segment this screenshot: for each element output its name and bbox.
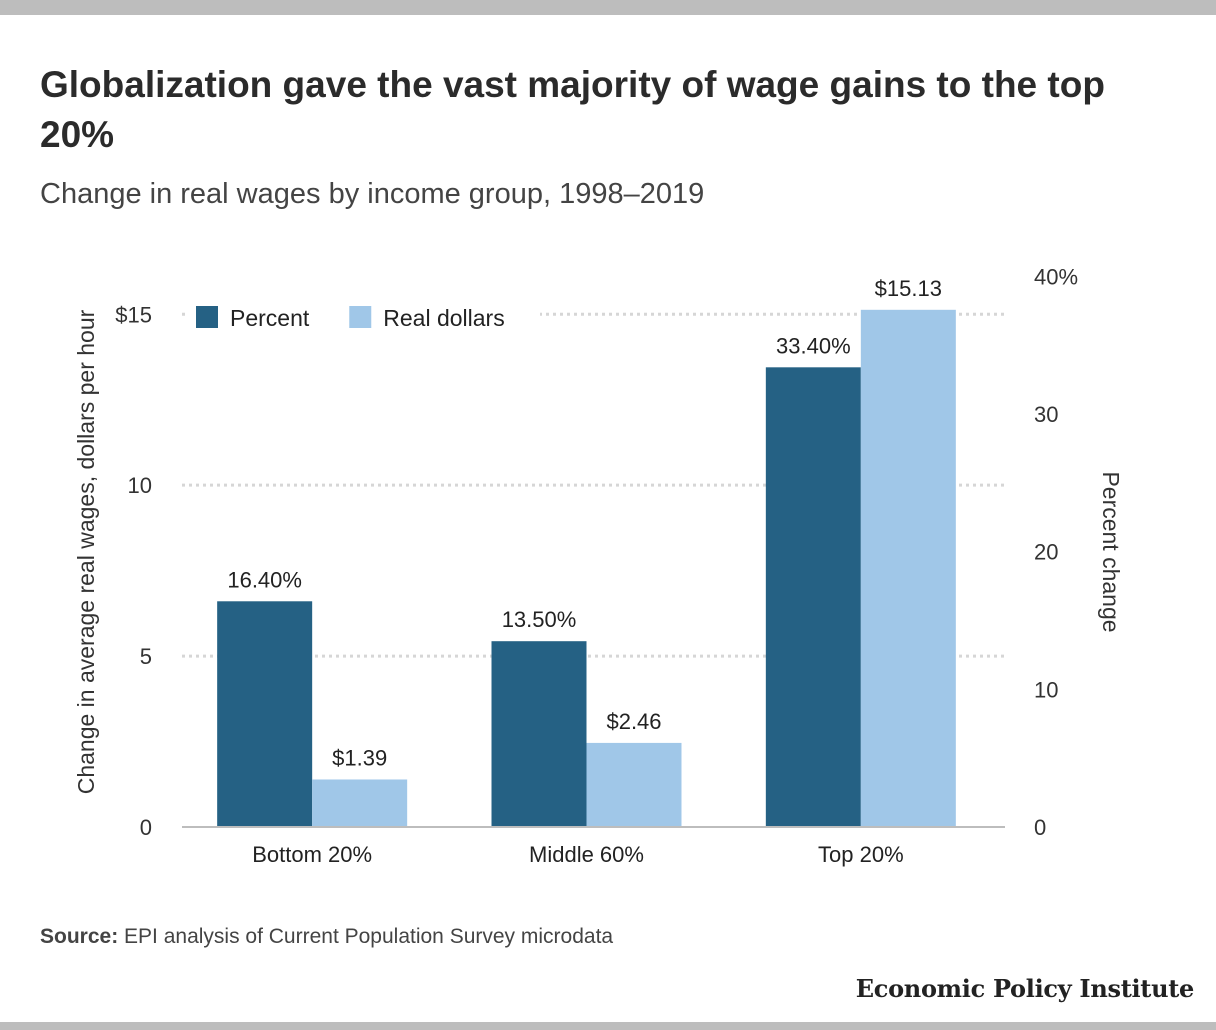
x-tick-label: Bottom 20% <box>252 842 372 867</box>
y-tick-label-left: 5 <box>140 644 152 669</box>
x-tick-label: Middle 60% <box>529 842 644 867</box>
bar-chart: 0 5 10 $15 0 10 20 30 40% Change in average real … <box>73 264 1124 867</box>
source-label: Source: <box>40 925 119 948</box>
legend-swatch <box>349 306 372 328</box>
y-tick-label-right: 40% <box>1034 264 1078 289</box>
bar-percent <box>217 601 313 827</box>
y-tick-label-left: 10 <box>128 473 152 498</box>
source-text: EPI analysis of Current Population Surve… <box>118 925 614 948</box>
bar-percent <box>491 641 587 827</box>
data-label: $2.46 <box>606 709 661 734</box>
brand-logo-text: Economic Policy Institute <box>855 974 1195 1003</box>
data-label: 13.50% <box>502 607 577 632</box>
y-tick-label-left: 0 <box>140 815 152 840</box>
bar-real-dollars <box>312 779 408 827</box>
data-label: $15.13 <box>875 276 942 301</box>
legend-entry: Real dollars <box>383 305 504 331</box>
data-label: 33.40% <box>776 333 851 358</box>
chart-title: Globalization gave the vast majority of … <box>40 64 1105 155</box>
y-axis-title-right: Percent change <box>1098 471 1124 632</box>
bar-real-dollars <box>586 742 682 827</box>
y-tick-label-right: 20 <box>1034 540 1058 565</box>
x-tick-label: Top 20% <box>818 842 904 867</box>
legend-entry: Percent <box>230 305 310 331</box>
data-label: 16.40% <box>227 567 302 592</box>
y-tick-label-right: 10 <box>1034 677 1058 702</box>
top-border <box>0 0 1216 15</box>
chart-subtitle: Change in real wages by income group, 19… <box>40 178 705 210</box>
y-axis-title-left: Change in average real wages, dollars pe… <box>73 309 99 794</box>
legend-swatch <box>196 306 218 328</box>
bar-percent <box>765 367 861 827</box>
source-note: Source: EPI analysis of Current Populati… <box>40 925 613 949</box>
y-tick-label-right: 0 <box>1034 815 1046 840</box>
bottom-border <box>0 1022 1216 1030</box>
y-tick-label-left: $15 <box>115 302 152 327</box>
y-tick-label-right: 30 <box>1034 402 1058 427</box>
data-label: $1.39 <box>332 745 387 770</box>
bar-real-dollars <box>860 309 956 827</box>
